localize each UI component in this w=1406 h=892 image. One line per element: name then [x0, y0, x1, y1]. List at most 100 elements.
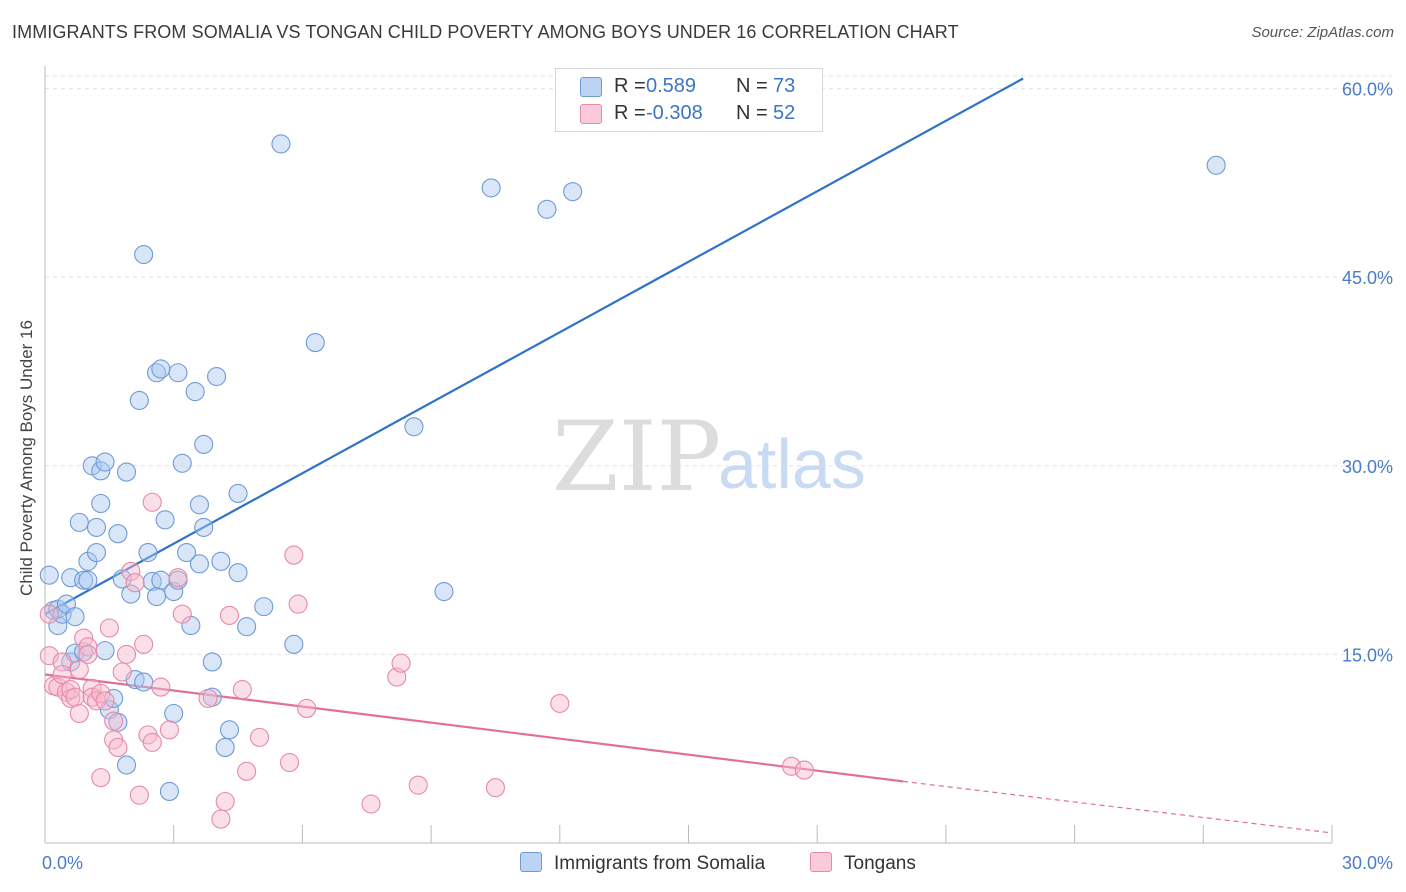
legend-n-label: N = — [736, 102, 768, 124]
point-tongans-55 — [781, 756, 802, 776]
point-tongans-56 — [794, 760, 814, 780]
point-tongans-5 — [52, 664, 72, 685]
point-somalia-31 — [129, 390, 149, 410]
point-somalia-71 — [563, 182, 583, 202]
point-somalia-34 — [138, 542, 158, 563]
bottom-legend-tongans: Tongans — [810, 852, 916, 875]
point-tongans-33 — [142, 492, 162, 512]
point-somalia-42 — [164, 703, 184, 724]
point-somalia-54 — [202, 652, 222, 672]
point-somalia-62 — [237, 617, 257, 637]
point-tongans-53 — [485, 778, 506, 798]
point-somalia-61 — [228, 483, 248, 503]
point-somalia-24 — [108, 524, 128, 544]
point-somalia-44 — [168, 363, 188, 383]
point-somalia-67 — [404, 417, 424, 437]
y-tick-labels: 15.0% 30.0% 45.0% 60.0% — [1342, 80, 1393, 666]
y-axis-label: Child Poverty Among Boys Under 16 — [17, 320, 36, 596]
point-somalia-28 — [116, 462, 137, 482]
point-tongans-37 — [172, 604, 192, 624]
point-tongans-14 — [78, 644, 98, 664]
legend-r-value: -0.308 — [646, 102, 703, 124]
point-tongans-36 — [168, 568, 188, 588]
point-somalia-27 — [116, 755, 137, 775]
point-tongans-30 — [134, 634, 154, 654]
point-tongans-29 — [129, 785, 149, 805]
point-tongans-32 — [142, 732, 162, 752]
point-somalia-50 — [189, 495, 209, 515]
point-tongans-11 — [69, 659, 89, 680]
point-tongans-39 — [211, 809, 231, 829]
point-tongans-0 — [39, 604, 59, 624]
trend-line-somalia — [44, 77, 1024, 616]
watermark-zip: ZIP — [552, 401, 721, 513]
point-tongans-26 — [116, 644, 137, 664]
legend-r-value: 0.589 — [646, 75, 697, 97]
source-label: Source: ZipAtlas.com — [1251, 24, 1394, 41]
point-somalia-32 — [134, 672, 154, 692]
point-somalia-57 — [211, 551, 231, 571]
point-somalia-52 — [194, 517, 214, 537]
point-tongans-40 — [215, 791, 235, 812]
y-tick-label-1: 30.0% — [1342, 457, 1393, 477]
point-somalia-20 — [95, 452, 115, 472]
legend-swatch-blue — [580, 77, 602, 97]
point-somalia-36 — [146, 587, 167, 607]
point-somalia-0 — [39, 565, 59, 585]
y-tick-label-0: 15.0% — [1342, 645, 1393, 665]
point-tongans-10 — [69, 703, 89, 724]
legend-n-label: N = — [736, 75, 768, 97]
trend-line-tongans-extension — [902, 780, 1333, 834]
point-tongans-42 — [232, 680, 252, 700]
point-tongans-41 — [219, 605, 240, 625]
point-somalia-39 — [151, 359, 171, 379]
point-somalia-56 — [207, 366, 227, 387]
point-somalia-16 — [86, 517, 107, 537]
point-somalia-64 — [271, 134, 291, 154]
point-tongans-27 — [121, 561, 141, 581]
point-somalia-33 — [134, 244, 154, 265]
point-tongans-48 — [297, 698, 317, 719]
point-somalia-59 — [219, 720, 240, 740]
point-somalia-12 — [74, 570, 94, 590]
point-tongans-52 — [408, 775, 428, 795]
point-tongans-9 — [65, 687, 85, 707]
x-tick-label-0: 0.0% — [42, 853, 83, 873]
point-somalia-9 — [65, 607, 85, 627]
point-tongans-21 — [99, 618, 119, 638]
point-somalia-10 — [69, 512, 89, 532]
point-somalia-63 — [254, 597, 274, 617]
point-somalia-49 — [185, 382, 205, 402]
correlation-legend: R = 0.589 N = 73 R = -0.308 N = 52 — [555, 68, 823, 132]
y-tick-label-2: 45.0% — [1342, 268, 1393, 288]
point-somalia-70 — [537, 199, 557, 219]
point-somalia-41 — [159, 781, 179, 801]
point-somalia-46 — [172, 453, 192, 473]
legend-n-value: 52 — [773, 102, 796, 124]
point-tongans-46 — [284, 545, 304, 565]
point-somalia-19 — [91, 461, 111, 481]
point-somalia-58 — [215, 737, 235, 757]
point-tongans-13 — [78, 637, 98, 657]
legend-swatch-pink — [580, 104, 602, 124]
point-tongans-49 — [361, 794, 381, 814]
bottom-legend-somalia: Immigrants from Somalia — [520, 852, 765, 875]
chart-title: IMMIGRANTS FROM SOMALIA VS TONGAN CHILD … — [12, 22, 959, 42]
bottom-legend-swatch-blue — [520, 852, 542, 872]
trend-line-tongans — [44, 673, 904, 783]
point-tongans-34 — [151, 677, 171, 697]
point-somalia-65 — [284, 634, 304, 654]
point-somalia-68 — [434, 581, 454, 602]
point-somalia-60 — [228, 563, 248, 583]
bottom-legend-tongans-label: Tongans — [844, 853, 916, 874]
point-somalia-66 — [305, 333, 325, 353]
axes — [44, 66, 1333, 844]
point-tongans-25 — [112, 662, 132, 682]
point-somalia-21 — [95, 641, 115, 661]
point-somalia-47 — [177, 542, 197, 563]
point-tongans-20 — [95, 691, 115, 711]
point-tongans-35 — [159, 720, 179, 740]
grid-lines — [45, 75, 1392, 655]
trend-lines — [44, 77, 1333, 834]
